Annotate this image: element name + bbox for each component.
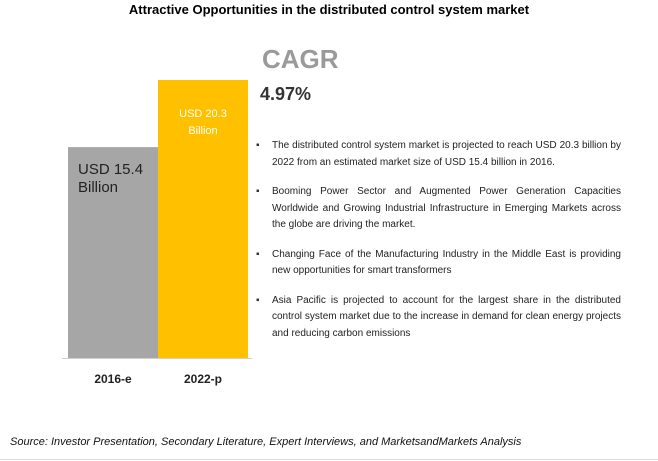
source-note: Source: Investor Presentation, Secondary…: [10, 436, 522, 448]
x-tick-label: 2022-p: [184, 372, 222, 386]
bullet-item: Changing Face of the Manufacturing Indus…: [256, 247, 621, 280]
chart-title: Attractive Opportunities in the distribu…: [128, 2, 530, 17]
bottom-divider: [0, 459, 658, 460]
bar-value-label: USD 20.3 Billion: [179, 108, 227, 137]
bar-2016-e: [68, 147, 158, 358]
cagr-label: CAGR: [262, 44, 339, 74]
bullet-item: Booming Power Sector and Augmented Power…: [256, 184, 621, 234]
bar-value-label: USD 15.4 Billion: [78, 161, 144, 197]
bullet-item: Asia Pacific is projected to account for…: [256, 293, 621, 343]
bullet-item: The distributed control system market is…: [256, 138, 621, 171]
cagr-value: 4.97%: [260, 84, 312, 104]
bullet-list: The distributed control system market is…: [256, 138, 621, 355]
bar-2022-p: [158, 80, 248, 358]
x-tick-label: 2016-e: [94, 372, 132, 386]
